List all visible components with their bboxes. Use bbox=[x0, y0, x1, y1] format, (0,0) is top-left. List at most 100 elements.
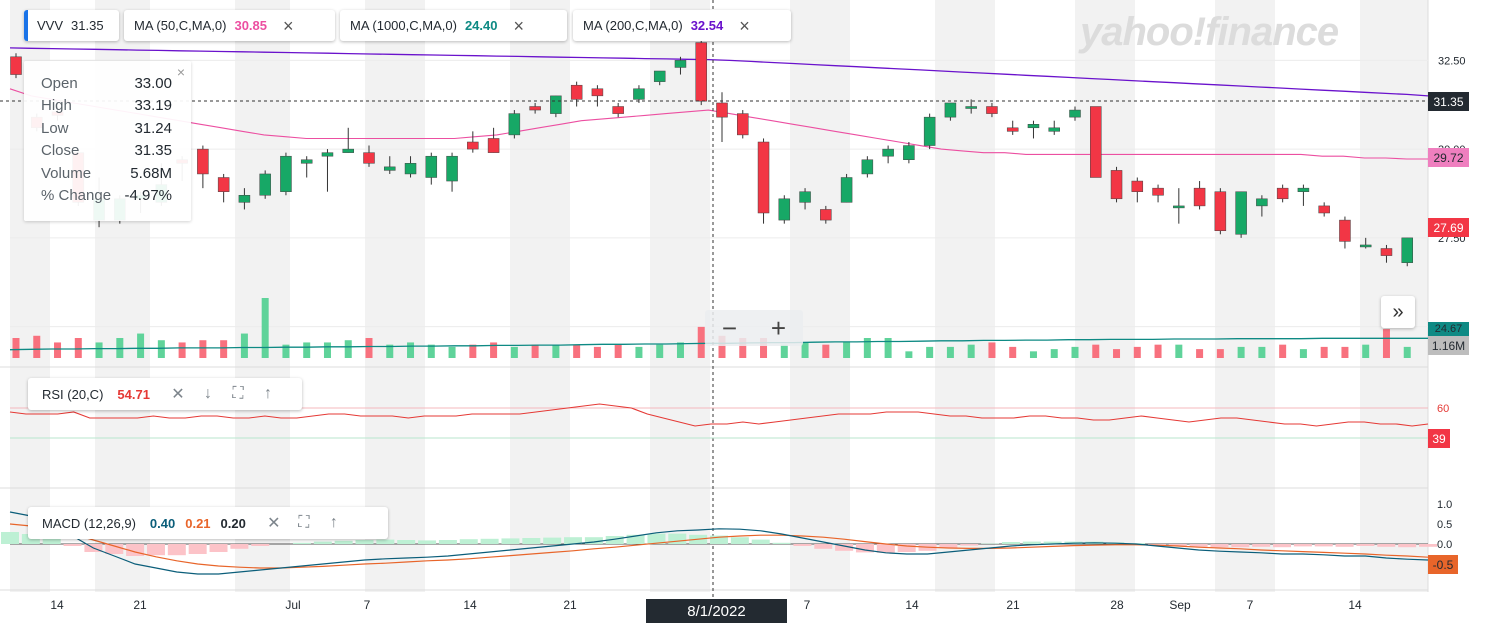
macd-value: 0.40 bbox=[149, 515, 176, 531]
candle-body bbox=[965, 106, 977, 109]
macd-histogram-bar bbox=[710, 535, 728, 544]
zoom-in-icon[interactable]: + bbox=[770, 312, 787, 343]
volume-bar bbox=[760, 338, 768, 358]
candle-body bbox=[612, 106, 624, 114]
volume-bar bbox=[1113, 349, 1121, 358]
candle-body bbox=[1380, 248, 1393, 256]
volume-bar bbox=[822, 344, 830, 358]
candle-body bbox=[550, 95, 562, 114]
volume-bar bbox=[427, 344, 435, 358]
x-tick-label: 21 bbox=[1006, 598, 1020, 612]
macd-histogram-bar bbox=[1273, 544, 1292, 548]
ohlc-open-value: 33.00 bbox=[134, 75, 172, 92]
volume-bar bbox=[344, 340, 352, 358]
candle-body bbox=[882, 148, 894, 157]
ma1000-chip[interactable]: MA (1000,C,MA,0) 24.40 × bbox=[340, 10, 567, 41]
ohlc-close-icon[interactable]: × bbox=[176, 64, 185, 80]
price-tick-label: 32.50 bbox=[1438, 55, 1466, 67]
ohlc-high-value: 33.19 bbox=[134, 97, 172, 114]
volume-bar bbox=[718, 335, 726, 358]
candle-body bbox=[1069, 109, 1081, 118]
candle-body bbox=[1297, 187, 1310, 192]
volume-bar bbox=[490, 342, 498, 358]
candle-body bbox=[1359, 244, 1372, 248]
macd-histogram-bar bbox=[626, 534, 645, 544]
ma50-chip[interactable]: MA (50,C,MA,0) 30.85 × bbox=[124, 10, 335, 41]
macd-histogram-bar bbox=[772, 542, 791, 544]
volume-bar bbox=[261, 298, 269, 358]
ma1000-value: 24.40 bbox=[464, 18, 498, 33]
macd-histogram-bar bbox=[1335, 544, 1354, 547]
candle-body bbox=[716, 102, 728, 118]
candle-body bbox=[238, 195, 251, 203]
zoom-out-icon[interactable]: − bbox=[721, 312, 738, 343]
macd-histogram-bar bbox=[146, 544, 165, 556]
candle-body bbox=[1110, 170, 1123, 200]
yahoo-finance-logo: yahoo!finance bbox=[1080, 10, 1339, 54]
candle-body bbox=[1090, 106, 1102, 178]
candle-body bbox=[446, 155, 458, 182]
macd-histogram-bar bbox=[647, 533, 666, 544]
volume-bar bbox=[1279, 344, 1287, 358]
candle-body bbox=[1401, 237, 1413, 263]
volume-bar bbox=[282, 344, 290, 358]
candle-body bbox=[757, 141, 770, 214]
volume-bar bbox=[905, 351, 913, 358]
volume-bar bbox=[1050, 349, 1058, 358]
macd-histogram-bar bbox=[939, 544, 958, 548]
macd-move-up-icon[interactable]: ↑ bbox=[329, 514, 338, 531]
volume-bar bbox=[510, 346, 518, 358]
candle-body bbox=[363, 152, 375, 164]
rsi-value: 54.71 bbox=[117, 386, 150, 402]
macd-histogram-bar bbox=[855, 544, 874, 553]
volume-bar bbox=[697, 326, 705, 358]
candle-body bbox=[1027, 124, 1040, 129]
volume-bar bbox=[1341, 346, 1349, 358]
volume-bar bbox=[946, 346, 954, 358]
volume-bar bbox=[54, 342, 62, 358]
rsi-close-icon[interactable]: ✕ bbox=[171, 386, 185, 403]
macd-histogram-bar bbox=[1356, 544, 1375, 546]
macd-expand-icon[interactable]: ⛶ bbox=[298, 514, 310, 531]
rsi-legend[interactable]: RSI (20,C) 54.71 ✕ ↓ ⛶ ↑ bbox=[28, 378, 302, 410]
macd-close-icon[interactable]: ✕ bbox=[267, 515, 281, 532]
candle-body bbox=[1318, 205, 1330, 214]
rsi-move-down-icon[interactable]: ↓ bbox=[203, 385, 212, 402]
ma200-chip[interactable]: MA (200,C,MA,0) 32.54 × bbox=[573, 10, 791, 41]
macd-legend[interactable]: MACD (12,26,9) 0.40 0.21 0.20 ✕ ⛶ ↑ bbox=[28, 507, 388, 539]
rsi-expand-icon[interactable]: ⛶ bbox=[232, 385, 244, 402]
macd-tick-label: 0.0 bbox=[1437, 539, 1452, 551]
ma200-label: MA (200,C,MA,0) bbox=[583, 18, 683, 33]
ohlc-volume-label: Volume bbox=[41, 165, 92, 182]
ma200-close-icon[interactable]: × bbox=[739, 15, 750, 36]
volume-bar bbox=[1009, 346, 1017, 358]
ma50-close-icon[interactable]: × bbox=[283, 15, 294, 36]
symbol-chip[interactable]: VVV 31.35 bbox=[24, 10, 119, 41]
volume-bar bbox=[614, 344, 622, 358]
macd-histogram-bar bbox=[668, 533, 687, 544]
x-tick-label: 14 bbox=[905, 598, 919, 612]
macd-histogram-bar bbox=[1210, 544, 1229, 548]
ma1000-close-icon[interactable]: × bbox=[513, 15, 524, 36]
x-tick-label: 28 bbox=[1110, 598, 1124, 612]
macd-histogram-bar bbox=[1147, 544, 1166, 545]
ohlc-change-label: % Change bbox=[41, 187, 112, 204]
x-tick-label: 7 bbox=[804, 598, 811, 612]
rsi-tick-label: 60 bbox=[1437, 403, 1449, 415]
scroll-to-latest-icon[interactable]: » bbox=[1381, 296, 1415, 328]
volume-bar bbox=[240, 333, 248, 358]
volume-bar bbox=[988, 342, 996, 358]
rsi-label: RSI (20,C) bbox=[42, 386, 104, 402]
macd-tick-label: 1.0 bbox=[1437, 499, 1452, 511]
rsi-move-up-icon[interactable]: ↑ bbox=[263, 385, 272, 402]
macd-histogram-bar bbox=[251, 544, 270, 546]
candle-body bbox=[778, 198, 791, 221]
crosshair-price-badge: 31.35 bbox=[1428, 92, 1469, 111]
volume-bar bbox=[1133, 346, 1141, 358]
macd-histogram-bar bbox=[230, 544, 249, 549]
macd-badge: -0.5 bbox=[1428, 555, 1458, 574]
macd-histogram-bar bbox=[292, 542, 311, 544]
candle-body bbox=[217, 177, 230, 192]
volume-bar bbox=[12, 338, 20, 358]
candle-body bbox=[903, 145, 915, 161]
